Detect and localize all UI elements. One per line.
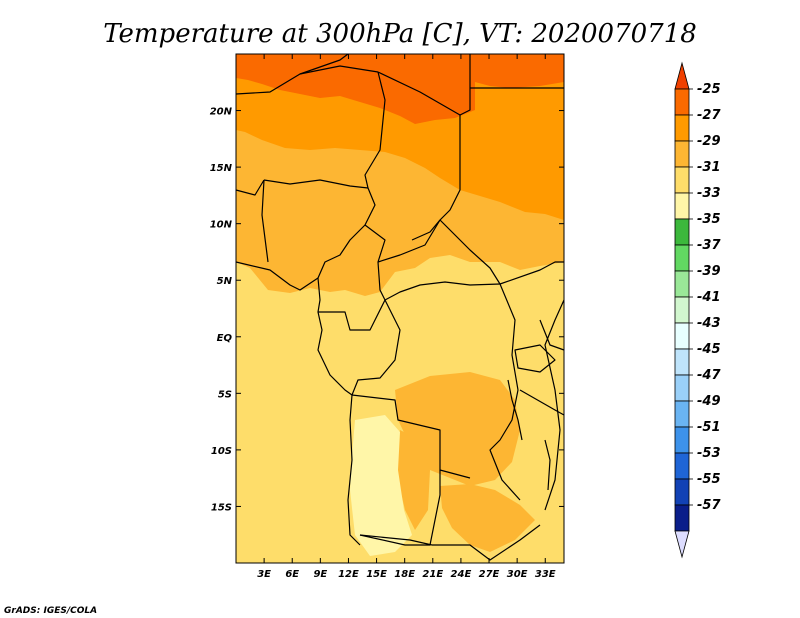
- x-tick-label: 12E: [338, 569, 359, 580]
- colorbar-box: [674, 504, 690, 532]
- x-axis: 3E 6E 9E 12E 15E 18E 21E 24E 27E 30E 33E: [257, 54, 556, 580]
- border-niger-libya: [299, 65, 379, 75]
- x-tick-label: 24E: [451, 569, 472, 580]
- colorbar-box: [674, 166, 690, 194]
- border-south-sudan: [499, 261, 564, 285]
- colorbar-bottom-triangle: [674, 530, 690, 559]
- colorbar-label: -55: [697, 472, 721, 487]
- colorbar-label: -41: [697, 290, 721, 305]
- colorbar-label: -35: [697, 212, 721, 227]
- colorbar-label: -43: [697, 316, 721, 331]
- colorbar-label: -51: [697, 420, 721, 435]
- colorbar-box: [674, 348, 690, 376]
- colorbar-label: -29: [697, 134, 721, 149]
- y-tick-label: 20N: [210, 107, 233, 118]
- x-tick-label: 33E: [535, 569, 556, 580]
- x-tick-label: 3E: [257, 569, 271, 580]
- x-tick-label: 9E: [313, 569, 327, 580]
- colorbar-box: [674, 400, 690, 428]
- border-libya-egypt: [459, 54, 471, 116]
- border-gabon-congo: [318, 299, 386, 331]
- y-tick-label: 15N: [210, 163, 233, 174]
- x-tick-label: 21E: [422, 569, 443, 580]
- border-lake-malawi: [544, 439, 551, 491]
- border-chad-sudan: [411, 115, 461, 241]
- border-drc-east: [489, 389, 521, 501]
- border-zambia-south: [432, 524, 541, 561]
- x-tick-label: 27E: [479, 569, 500, 580]
- border-coastline-east: [544, 299, 565, 511]
- colorbar-label: -49: [697, 394, 721, 409]
- colorbar-label: -25: [697, 82, 721, 97]
- border-algeria: [235, 53, 349, 95]
- border-car-sudan: [439, 219, 501, 285]
- border-libya-chad: [377, 71, 461, 116]
- colorbar-box: [674, 218, 690, 246]
- colorbar-box: [674, 270, 690, 298]
- colorbar-label: -53: [697, 446, 721, 461]
- x-tick-label: 6E: [285, 569, 299, 580]
- x-tick-label: 30E: [507, 569, 528, 580]
- temperature-field: [236, 54, 564, 563]
- colorbar-box: [674, 192, 690, 220]
- border-nigeria-cameroon: [317, 187, 376, 279]
- country-borders: [235, 53, 565, 561]
- chart-title: Temperature at 300hPa [C], VT: 202007071…: [103, 19, 697, 49]
- colorbar-box: [674, 114, 690, 142]
- colorbar-box: [674, 296, 690, 324]
- colorbar: -25 -27 -29 -31 -33 -35 -37 -39 -41 -43 -45 -47 -49 -…: [674, 61, 721, 559]
- y-tick-label: EQ: [217, 333, 233, 344]
- colorbar-label: -27: [697, 108, 721, 123]
- border-coastline-gulf: [235, 261, 361, 546]
- border-car-drc: [384, 281, 501, 301]
- field-region-congo: [395, 372, 520, 486]
- x-tick-label: 15E: [366, 569, 387, 580]
- border-drc-angola: [351, 394, 471, 479]
- border-niger-chad: [364, 71, 386, 189]
- border-drc-uganda: [499, 283, 519, 391]
- colorbar-box: [674, 244, 690, 272]
- colorbar-box: [674, 478, 690, 506]
- y-tick-label: 10S: [211, 446, 232, 457]
- colorbar-label: -31: [697, 160, 721, 175]
- colorbar-box: [674, 88, 690, 116]
- colorbar-box: [674, 374, 690, 402]
- border-uganda-kenya: [539, 319, 565, 351]
- border-angola-namibia: [359, 534, 433, 546]
- border-congo-drc: [351, 299, 401, 396]
- border-car-chad: [377, 219, 441, 263]
- border-tanzania: [519, 389, 565, 416]
- colorbar-top-triangle: [674, 61, 690, 90]
- y-tick-label: 15S: [211, 502, 232, 513]
- y-tick-label: 5N: [217, 276, 233, 287]
- colorbar-label: -57: [697, 498, 721, 513]
- y-tick-label: 5S: [218, 389, 232, 400]
- colorbar-label: -33: [697, 186, 721, 201]
- field-region-southeast: [440, 484, 535, 552]
- colorbar-box: [674, 426, 690, 454]
- border-west-africa: [235, 179, 265, 196]
- border-benin: [261, 179, 269, 263]
- colorbar-label: -39: [697, 264, 721, 279]
- colorbar-label: -45: [697, 342, 721, 357]
- colorbar-label: -37: [697, 238, 721, 253]
- map-frame: [235, 53, 565, 564]
- colorbar-box: [674, 322, 690, 350]
- border-nigeria-north: [263, 179, 369, 189]
- colorbar-box: [674, 140, 690, 168]
- field-region-west-strip: [396, 430, 430, 530]
- border-lake-victoria: [514, 344, 556, 373]
- colorbar-label: -47: [697, 368, 721, 383]
- field-region-north-max: [236, 54, 475, 124]
- colorbar-box: [674, 452, 690, 480]
- credit-label: GrADS: IGES/COLA: [4, 606, 97, 616]
- border-lake-tanganyika: [507, 379, 523, 441]
- field-region-northeast: [475, 54, 564, 88]
- field-region-angola: [350, 415, 412, 556]
- y-tick-label: 10N: [210, 220, 233, 231]
- x-tick-label: 18E: [394, 569, 415, 580]
- y-axis: 20N 15N 10N 5N EQ 5S 10S 15S: [210, 107, 564, 513]
